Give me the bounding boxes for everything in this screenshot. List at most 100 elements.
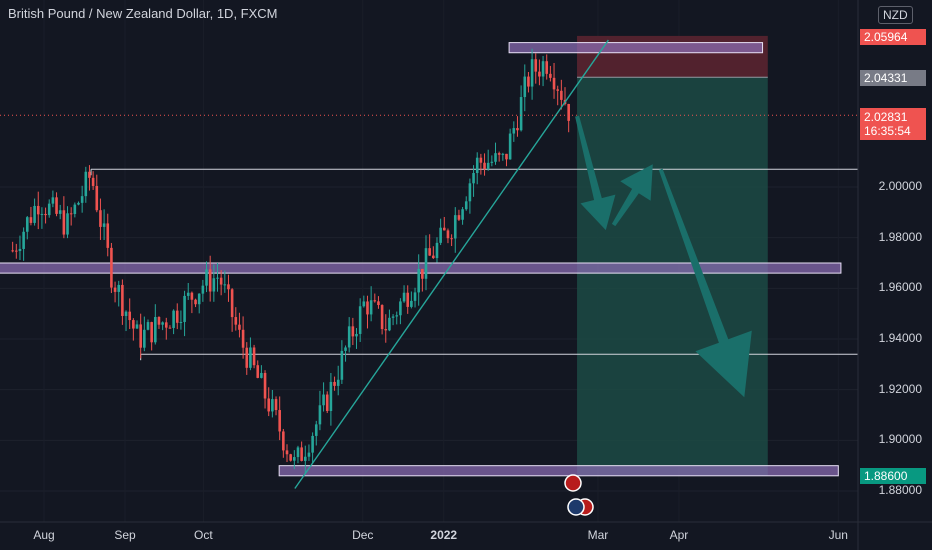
candle-body [490,161,494,163]
candle-body [523,76,527,98]
candle-body [282,431,285,451]
candle-body [146,322,150,330]
candle-body [336,379,340,386]
candle-body [296,447,300,458]
candle-body [501,153,505,155]
candle-body [395,315,399,317]
candle-body [51,197,55,204]
candle-body [340,350,344,380]
candle-body [241,329,245,348]
candle-body [245,347,249,368]
candle-body [223,284,227,286]
candle-body [260,372,263,378]
candle-body [183,295,186,322]
projection-arrow [658,168,752,398]
time-tick-label: Dec [352,528,374,542]
uk-event-icon[interactable] [564,474,582,492]
candle-body [121,284,124,316]
candle-body [373,300,377,302]
candle-body [333,381,336,386]
candle-body [168,327,172,329]
candle-body [446,230,450,239]
take-profit-zone [577,77,768,476]
candle-body [285,450,289,455]
projection-arrows [575,115,752,398]
candle-body [369,300,373,315]
candle-body [541,61,545,77]
event-markers [564,474,594,516]
price-tick-label: 1.90000 [878,432,922,447]
candle-body [271,399,274,412]
candle-body [186,292,190,296]
candle-body [512,128,516,134]
candle-body [432,255,435,259]
candle-body [143,329,146,348]
candle-body [519,97,523,131]
candle-body [325,394,329,412]
candle-body [318,405,322,425]
candle-body [230,289,234,318]
candle-body [73,204,77,214]
time-tick-label: Apr [669,528,689,542]
candle-body [58,210,62,214]
candle-body [322,394,325,406]
time-tick-label: Mar [587,528,609,542]
time-tick-label: Jun [828,528,848,542]
candle-body [47,203,51,216]
entry-price-tag: 2.04331 [860,70,926,86]
candle-body [483,162,486,170]
time-tick-label: Aug [33,528,55,542]
nz-event-icon[interactable] [567,498,585,516]
candle-body [190,292,194,300]
candle-body [197,293,201,305]
candle-body [560,90,563,100]
candle-body [238,324,241,330]
candle-body [106,223,110,248]
candle-body [66,213,69,235]
candle-body [410,300,413,307]
currency-badge[interactable]: NZD [878,6,913,24]
candle-body [157,317,161,325]
last-price-value: 2.02831 [864,110,908,124]
candle-body [117,284,121,292]
candle-body [435,242,439,259]
candle-body [421,268,424,279]
time-tick-label: Oct [194,528,213,542]
candle-body [274,399,278,411]
candle-body [18,248,22,252]
candles [11,48,570,474]
candle-body [293,457,296,461]
candle-body [552,77,556,90]
bar-countdown: 16:35:54 [864,124,911,138]
candle-body [194,299,197,305]
candle-body [91,177,95,186]
projection-arrow [611,164,653,227]
candle-body [154,317,157,343]
candle-body [307,452,311,457]
candle-body [175,310,179,323]
candle-body [55,197,58,214]
candle-body [461,209,464,220]
candle-body [113,287,117,292]
candle-body [384,329,388,331]
candle-body [179,321,183,323]
candle-body [124,311,128,316]
sr-zone [508,42,764,54]
candle-body [366,301,369,315]
candle-body [252,347,256,366]
candle-body [212,278,216,292]
candle-body [95,185,99,211]
candle-body [457,215,461,220]
candle-body [99,210,102,227]
candle-body [475,157,479,174]
candle-body [406,292,410,307]
candle-body [62,210,66,235]
price-tick-label: 1.96000 [878,280,922,295]
candle-body [205,269,208,286]
candle-body [201,285,205,294]
candle-body [399,301,402,316]
candle-body [303,456,307,461]
candle-body [278,410,281,432]
candle-body [132,320,135,329]
